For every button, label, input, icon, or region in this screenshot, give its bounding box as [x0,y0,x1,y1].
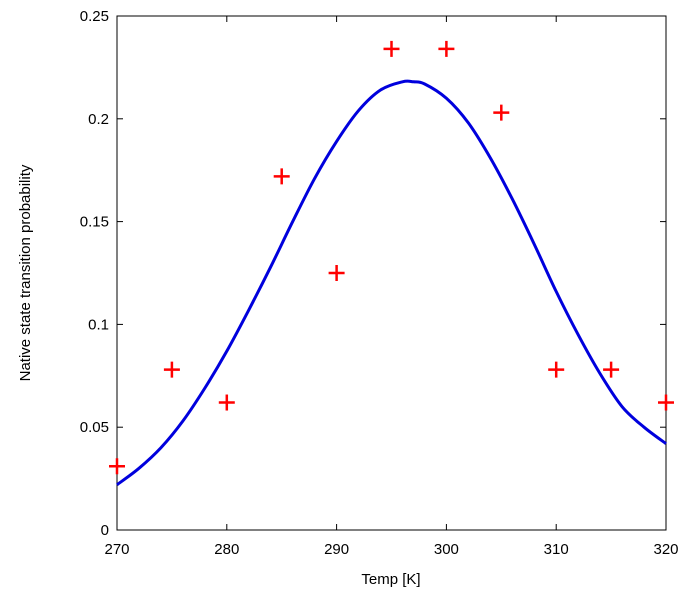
y-tick-label: 0.25 [80,8,109,25]
y-tick-label: 0.2 [88,111,109,128]
series-layer [109,40,674,486]
y-axis-label: Native state transition probability [17,164,34,381]
data-point [273,168,290,185]
data-point [163,361,180,378]
data-point [493,104,510,121]
x-tick-label: 290 [324,541,349,558]
data-point [383,40,400,57]
data-point [603,361,620,378]
data-point [438,40,455,57]
data-point [109,458,125,475]
data-point [658,394,674,411]
x-tick-label: 320 [653,541,678,558]
x-tick-label: 310 [544,541,569,558]
axis-ticks: 270 280 290 300 310 320 0 0.05 0.1 0.15 0.2 0.25 [80,8,679,558]
x-tick-label: 270 [104,541,129,558]
data-point [328,265,345,281]
data-point [548,361,565,378]
y-tick-label: 0.1 [88,316,109,333]
x-tick-label: 300 [434,541,459,558]
y-tick-label: 0.15 [80,214,109,231]
plot-frame [116,15,667,531]
data-point [218,394,235,411]
y-tick-label: 0.05 [80,419,109,436]
x-tick-label: 280 [214,541,239,558]
x-axis-label: Temp [K] [361,571,420,588]
fit-curve [116,79,667,486]
y-tick-label: 0 [101,522,109,539]
